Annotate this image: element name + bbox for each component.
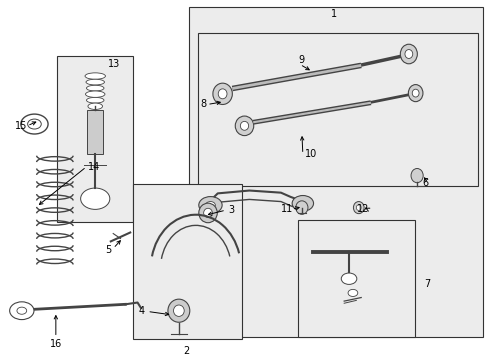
Text: 10: 10 [305,149,317,159]
Text: 15: 15 [15,121,27,131]
Ellipse shape [400,44,416,64]
Circle shape [17,307,27,314]
Circle shape [347,289,357,297]
Text: 4: 4 [138,306,144,316]
Circle shape [21,114,48,134]
Ellipse shape [88,103,102,109]
Ellipse shape [235,116,253,136]
Text: 14: 14 [88,162,100,172]
Text: 3: 3 [228,205,234,215]
Ellipse shape [85,73,105,79]
Text: 11: 11 [281,204,293,214]
Ellipse shape [404,50,412,58]
Ellipse shape [218,89,226,99]
Circle shape [205,202,215,209]
Bar [297,220,414,337]
Ellipse shape [167,299,189,322]
Bar [57,57,132,222]
Ellipse shape [212,83,232,104]
Circle shape [199,197,222,213]
Text: 16: 16 [50,339,62,349]
Ellipse shape [85,91,105,98]
Circle shape [291,195,313,211]
Ellipse shape [411,89,418,97]
Ellipse shape [295,201,307,214]
Circle shape [10,302,34,320]
Text: 13: 13 [108,59,121,69]
Ellipse shape [356,205,361,211]
Text: 5: 5 [105,245,111,255]
Text: 1: 1 [331,9,337,19]
Ellipse shape [353,202,364,213]
Bar [87,110,103,154]
Ellipse shape [240,121,248,130]
Text: 7: 7 [424,279,430,289]
Ellipse shape [86,85,104,91]
Bar [188,7,482,337]
Text: 6: 6 [422,178,428,188]
Ellipse shape [86,98,104,103]
Ellipse shape [407,85,422,102]
Text: 9: 9 [298,55,305,65]
Circle shape [81,188,110,210]
Bar [132,184,242,339]
Ellipse shape [86,79,104,85]
Text: 8: 8 [200,99,206,109]
Ellipse shape [173,305,184,316]
Bar [198,33,477,186]
Text: 2: 2 [183,346,189,356]
Ellipse shape [203,208,212,217]
Ellipse shape [410,168,422,183]
Text: 12: 12 [356,204,369,214]
Circle shape [341,273,356,284]
Circle shape [28,119,41,129]
Ellipse shape [199,203,217,223]
